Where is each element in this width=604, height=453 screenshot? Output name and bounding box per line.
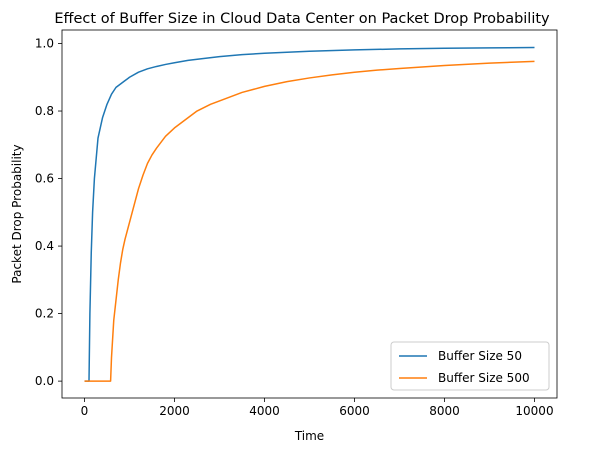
y-tick-label: 1.0 [35, 37, 54, 51]
legend-box [390, 341, 550, 391]
y-axis-label: Packet Drop Probability [10, 144, 24, 283]
legend-label-buffer-50: Buffer Size 50 [438, 349, 522, 363]
y-tick-label: 0.0 [35, 374, 54, 388]
y-tick-label: 0.6 [35, 172, 54, 186]
x-tick-label: 6000 [339, 404, 370, 418]
legend: Buffer Size 50 Buffer Size 500 [390, 341, 550, 391]
y-tick-label: 0.2 [35, 307, 54, 321]
x-axis-label: Time [294, 429, 324, 443]
plot-frame [61, 29, 558, 399]
plot-lines [84, 46, 535, 382]
y-tick-label: 0.8 [35, 104, 54, 118]
x-tick-label: 10000 [515, 404, 553, 418]
series-line-buffer-size-500 [84, 60, 535, 382]
x-tick-label: 8000 [429, 404, 460, 418]
y-tick-label: 0.4 [35, 239, 54, 253]
y-axis-ticks: 0.0 0.2 0.4 0.6 0.8 1.0 [35, 37, 62, 388]
x-tick-label: 2000 [159, 404, 190, 418]
series-line-buffer-size-50 [84, 46, 535, 382]
legend-label-buffer-500: Buffer Size 500 [438, 371, 530, 385]
x-axis-ticks: 0 2000 4000 6000 8000 10000 [81, 398, 554, 418]
x-tick-label: 4000 [249, 404, 280, 418]
chart-title: Effect of Buffer Size in Cloud Data Cent… [54, 11, 550, 27]
x-tick-label: 0 [81, 404, 89, 418]
